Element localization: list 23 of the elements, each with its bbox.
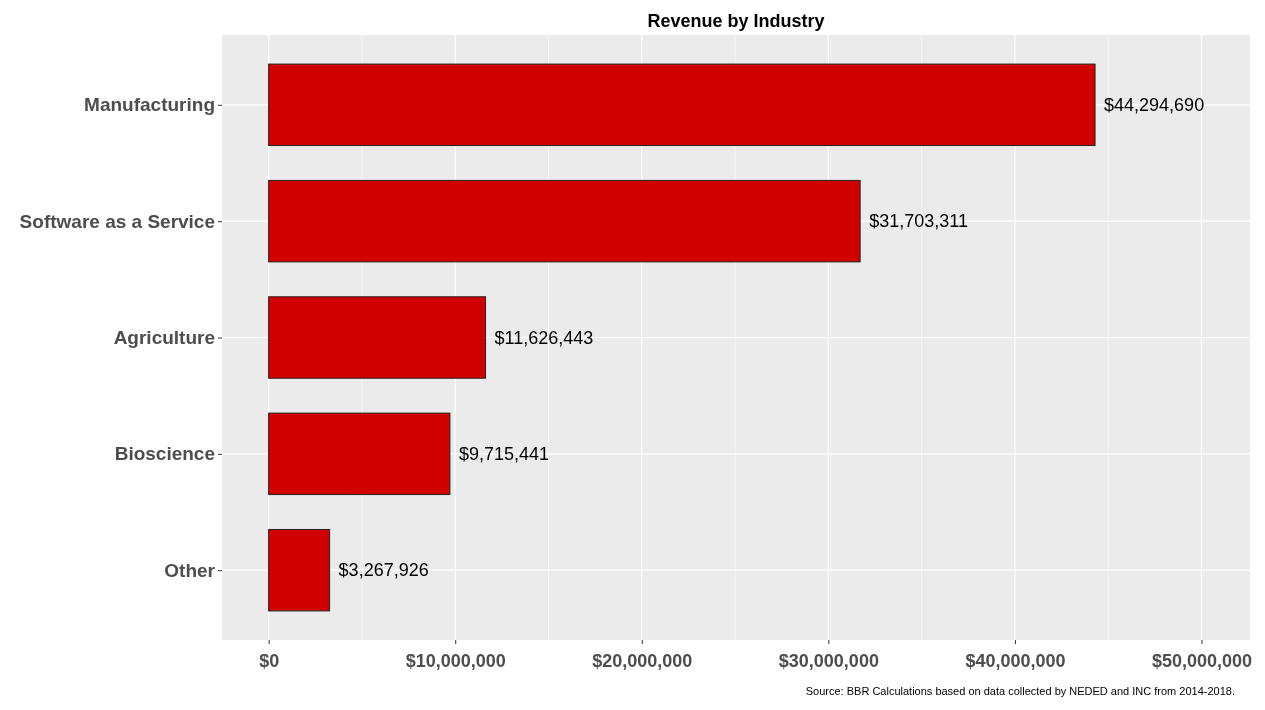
data-label: $31,703,311 [869,211,968,232]
bar [268,412,451,496]
x-tick-label: $50,000,000 [1151,650,1253,671]
x-tick-label: $10,000,000 [405,650,506,671]
data-label: $3,267,926 [338,560,429,581]
x-tick-label: $30,000,000 [778,650,879,671]
y-tick-label: Software as a Service [19,210,215,232]
bar [268,296,487,379]
chart-title: Revenue by Industry [647,11,825,31]
y-tick-label: Agriculture [113,327,215,349]
y-tick-label: Other [164,559,216,581]
bar [268,179,861,263]
bar [268,63,1096,147]
data-label: $44,294,690 [1104,95,1205,116]
x-tick-label: $40,000,000 [965,650,1066,671]
y-tick-label: Bioscience [114,443,215,465]
data-label: $11,626,443 [494,327,594,348]
source-note: Source: BBR Calculations based on data collected by NEDED and INC from 2014-2018. [805,685,1235,697]
x-tick-label: $0 [259,650,280,671]
bar [268,528,331,612]
data-label: $9,715,441 [458,444,549,465]
x-tick-label: $20,000,000 [592,650,693,671]
y-tick-label: Manufacturing [84,94,215,116]
